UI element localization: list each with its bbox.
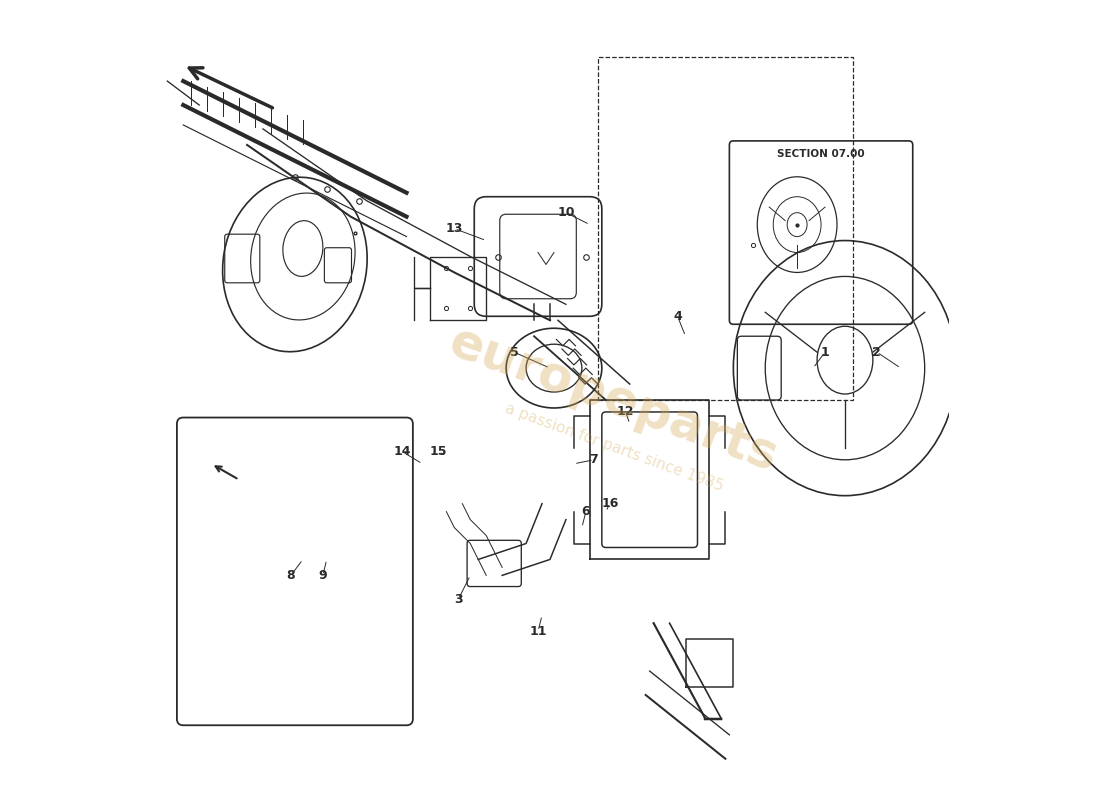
Bar <box>597 57 852 400</box>
Text: SECTION 07.00: SECTION 07.00 <box>778 150 865 159</box>
Text: 12: 12 <box>617 406 635 418</box>
Text: 3: 3 <box>454 593 463 606</box>
Text: 6: 6 <box>582 505 591 518</box>
Text: 1: 1 <box>821 346 829 358</box>
Text: 13: 13 <box>446 222 463 235</box>
Text: 9: 9 <box>319 569 327 582</box>
Text: 4: 4 <box>673 310 682 322</box>
Text: 14: 14 <box>394 446 411 458</box>
Text: 5: 5 <box>509 346 518 358</box>
Text: 2: 2 <box>872 346 881 358</box>
Text: 15: 15 <box>430 446 447 458</box>
Text: a passion for parts since 1985: a passion for parts since 1985 <box>503 402 725 494</box>
Text: europeparts: europeparts <box>443 318 784 482</box>
Text: 16: 16 <box>601 497 618 510</box>
Text: 11: 11 <box>529 625 547 638</box>
Text: 10: 10 <box>558 206 574 219</box>
Text: 8: 8 <box>287 569 295 582</box>
Text: 7: 7 <box>590 454 598 466</box>
